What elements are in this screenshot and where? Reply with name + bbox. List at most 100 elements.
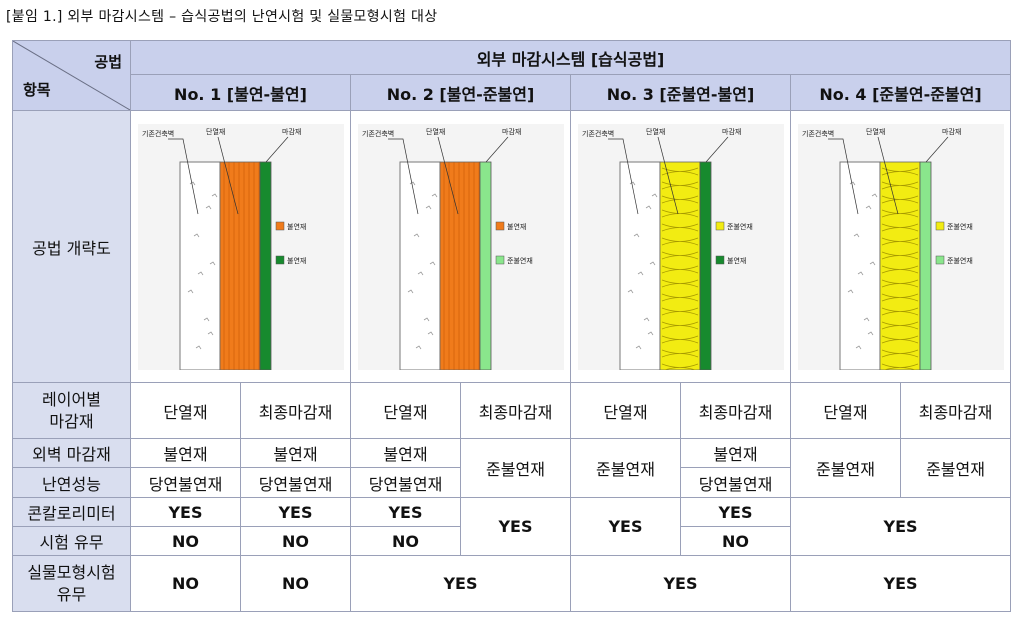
concrete-texture <box>423 316 429 321</box>
legend-label-finish: 불연재 <box>287 256 306 265</box>
insulation-texture <box>881 195 918 203</box>
mockup-cell: YES <box>789 555 1012 612</box>
layer-cell: 최종마감재 <box>899 382 1012 439</box>
calorimeter-cell: YES <box>570 497 681 556</box>
existing-wall <box>179 161 220 370</box>
leader-line <box>485 136 508 162</box>
insulation-texture <box>881 307 918 315</box>
concrete-texture <box>413 232 419 237</box>
calorimeter-cell: NO <box>680 526 791 556</box>
concrete-texture <box>417 270 423 275</box>
insulation-texture <box>881 251 918 259</box>
existing-wall <box>399 161 440 370</box>
legend-label-finish: 불연재 <box>727 256 746 265</box>
insulation-texture <box>881 237 918 245</box>
insulation-texture <box>881 293 918 301</box>
layer-cell: 단열재 <box>790 382 901 439</box>
concrete-texture <box>189 180 195 185</box>
leader-line <box>827 138 858 214</box>
leader-line <box>387 138 418 214</box>
mockup-cell: YES <box>350 555 571 612</box>
concrete-texture <box>647 330 653 335</box>
row-label-layer: 레이어별 마감재 <box>12 382 131 439</box>
fire-cell: 준불연재 <box>790 438 901 498</box>
concrete-texture <box>409 180 415 185</box>
mockup-cell: YES <box>570 555 791 612</box>
finish-layer <box>479 161 491 370</box>
layer-cell: 단열재 <box>570 382 681 439</box>
insulation-label: 단열재 <box>206 127 225 136</box>
insulation-label: 단열재 <box>866 127 885 136</box>
legend-swatch-insulation <box>935 221 944 230</box>
finish-label: 마감재 <box>282 127 301 136</box>
concrete-texture <box>637 270 643 275</box>
calorimeter-cell: YES <box>460 497 571 556</box>
insulation-texture <box>661 363 698 370</box>
calorimeter-cell: YES <box>680 497 791 527</box>
insulation-texture <box>661 237 698 245</box>
insulation-texture <box>881 223 918 231</box>
layer-cell: 최종마감재 <box>240 382 351 439</box>
insulation-texture <box>661 181 698 189</box>
insulation-texture <box>661 349 698 357</box>
fire-cell: 불연재 <box>350 438 461 468</box>
concrete-texture <box>855 344 861 349</box>
leader-line <box>925 136 948 162</box>
finish-label: 마감재 <box>942 127 961 136</box>
concrete-texture <box>209 260 215 265</box>
concrete-texture <box>207 330 213 335</box>
fire-cell: 당연불연재 <box>130 467 241 498</box>
existing-wall <box>619 161 660 370</box>
concrete-texture <box>205 204 211 209</box>
calorimeter-cell: NO <box>240 526 351 556</box>
concrete-texture <box>869 260 875 265</box>
insulation-texture <box>661 265 698 273</box>
insulation-texture <box>661 293 698 301</box>
concrete-texture <box>849 180 855 185</box>
concrete-texture <box>863 316 869 321</box>
finish-label: 마감재 <box>722 127 741 136</box>
insulation-texture <box>661 307 698 315</box>
layer-cell: 최종마감재 <box>680 382 791 439</box>
insulation-label: 단열재 <box>646 127 665 136</box>
legend-swatch-insulation <box>495 221 504 230</box>
column-header-no3: No. 3 [준불연-불연] <box>570 74 791 111</box>
insulation-texture <box>881 321 918 329</box>
corner-item-label: 항목 <box>23 81 51 99</box>
finish-layer <box>259 161 271 370</box>
insulation-texture <box>881 265 918 273</box>
layer-cell: 단열재 <box>130 382 241 439</box>
diagram-cell-no2: 기존건축벽 단열재 마감재 불연재 준불연재 <box>350 110 571 383</box>
concrete-texture <box>867 330 873 335</box>
fire-cell: 당연불연재 <box>350 467 461 498</box>
diagram-cell-no3: 기존건축벽 단열재 마감재 준불연재 불연재 <box>570 110 791 383</box>
insulation-texture <box>661 195 698 203</box>
existing-wall <box>839 161 881 370</box>
mockup-cell: NO <box>240 555 351 612</box>
insulation-label: 단열재 <box>426 127 445 136</box>
column-header-no2: No. 2 [불연-준불연] <box>350 74 571 111</box>
concrete-texture <box>187 288 193 293</box>
legend-label-insulation: 불연재 <box>507 222 526 231</box>
insulation-texture <box>881 167 918 175</box>
finish-layer <box>919 161 931 370</box>
fire-cell: 당연불연재 <box>240 467 351 498</box>
insulation-texture <box>661 223 698 231</box>
concrete-texture <box>197 270 203 275</box>
concrete-texture <box>643 316 649 321</box>
insulation-texture <box>881 363 918 370</box>
legend-swatch-insulation <box>715 221 724 230</box>
column-header-no4: No. 4 [준불연-준불연] <box>789 74 1012 111</box>
corner-header: 공법 항목 <box>12 40 131 111</box>
comparison-table: 공법 항목 외부 마감시스템 [습식공법] No. 1 [불연-불연] No. … <box>12 40 1012 612</box>
concrete-texture <box>193 232 199 237</box>
legend-swatch-insulation <box>275 221 284 230</box>
leader-line <box>265 136 288 162</box>
concrete-texture <box>407 288 413 293</box>
legend-label-finish: 준불연재 <box>947 256 973 265</box>
concrete-texture <box>651 192 657 197</box>
legend-swatch-finish <box>715 255 724 264</box>
